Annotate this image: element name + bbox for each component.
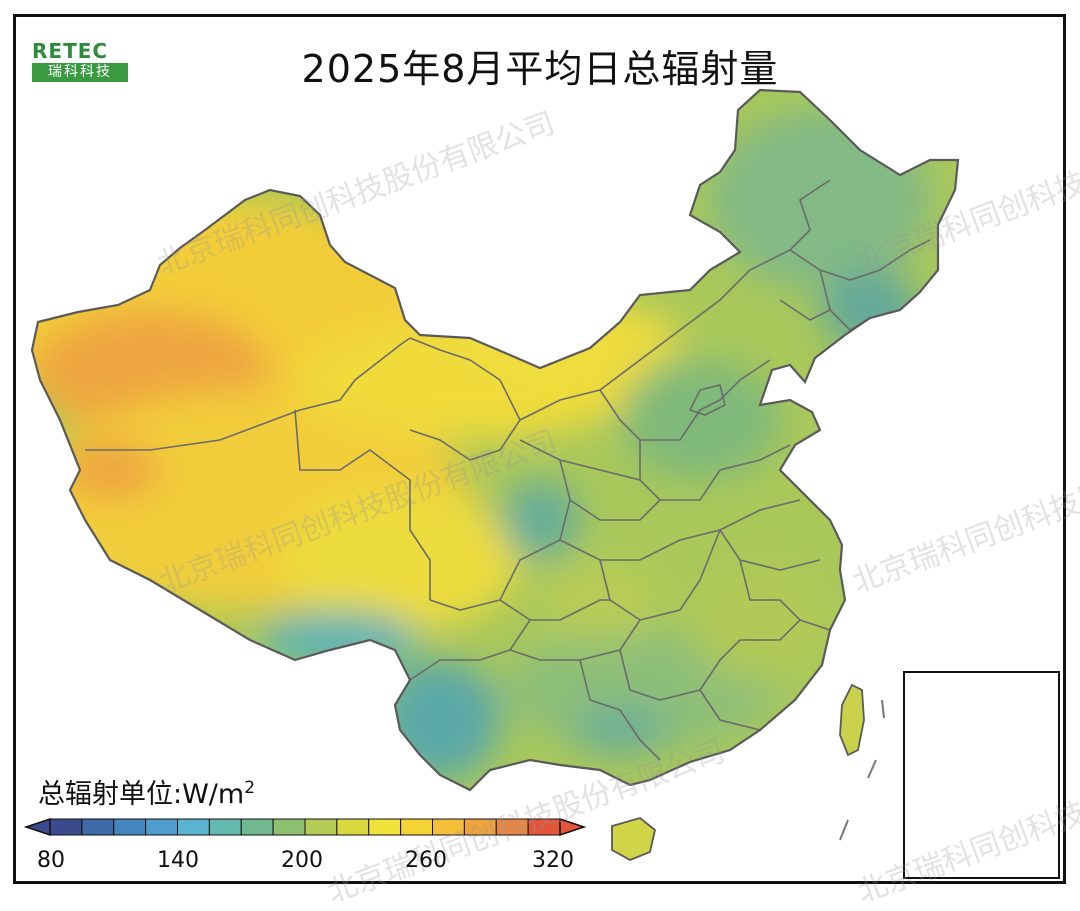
- legend-tick-140: 140: [157, 848, 199, 873]
- xinjiang-boundary: [85, 337, 411, 451]
- beijing: [688, 384, 726, 416]
- legend-color-cell: [208, 818, 242, 836]
- legend-tick-260: 260: [405, 848, 447, 873]
- province-boundaries: [85, 179, 931, 761]
- hainan-island: [611, 817, 657, 861]
- legend-color-cell: [81, 818, 115, 836]
- south-3: [699, 689, 761, 731]
- east-1: [719, 529, 821, 571]
- legend-color-cell: [177, 818, 210, 836]
- legend-right-arrow: [559, 817, 587, 837]
- company-logo: RETEC 瑞科科技: [32, 40, 128, 84]
- central-5: [530, 599, 610, 621]
- south-2: [619, 619, 831, 701]
- nine-dash-line-main: [839, 699, 885, 841]
- east-2: [739, 559, 801, 621]
- logo-chinese-name: 瑞科科技: [32, 63, 128, 82]
- taiwan-island: [839, 683, 865, 757]
- legend-color-cell: [240, 818, 274, 836]
- china-outline: [30, 88, 960, 792]
- legend-colorbar: [23, 817, 587, 837]
- legend-left-arrow: [23, 817, 51, 837]
- northeast-1: [789, 239, 931, 281]
- legend-color-cell: [113, 818, 147, 836]
- unit-superscript: 2: [244, 778, 256, 798]
- legend-tick-200: 200: [281, 848, 323, 873]
- northeast-3: [779, 299, 831, 321]
- inner-mongolia-boundary: [519, 179, 831, 421]
- sichuan-boundary: [429, 439, 571, 611]
- legend-tick-80: 80: [37, 848, 65, 873]
- legend-color-cell: [49, 818, 83, 836]
- north-china-1: [599, 359, 771, 441]
- unit-text: 总辐射单位:W/m: [38, 779, 245, 810]
- legend-color-cell: [368, 818, 402, 836]
- legend-color-cell: [304, 818, 338, 836]
- central-4: [599, 529, 721, 621]
- logo-wordmark: RETEC: [32, 39, 109, 63]
- yunnan-boundary: [409, 599, 532, 681]
- central-1: [559, 459, 641, 481]
- legend-color-cell: [272, 818, 306, 836]
- central-2: [569, 499, 661, 521]
- south-china-sea-inset: [903, 671, 1060, 879]
- legend-unit-label: 总辐射单位:W/m2: [38, 772, 255, 811]
- tibet-qinghai-boundary: [294, 409, 431, 600]
- south-4: [579, 659, 661, 761]
- legend-color-cell: [145, 818, 178, 836]
- legend-color-cell: [336, 818, 370, 836]
- map-title: 2025年8月平均日总辐射量: [301, 47, 779, 91]
- legend-tick-320: 320: [532, 848, 574, 873]
